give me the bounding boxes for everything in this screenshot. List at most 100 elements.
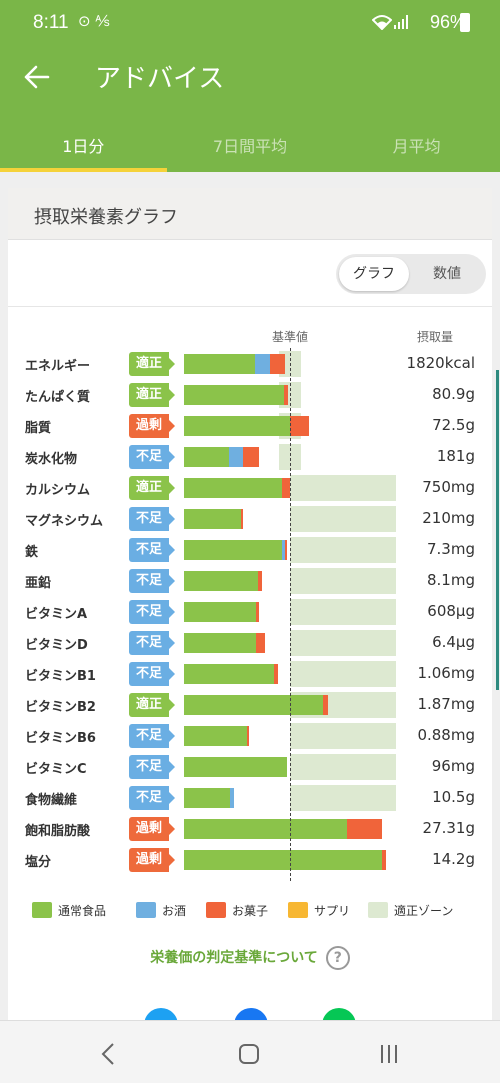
food-segment <box>184 819 348 839</box>
status-badge: 適正 <box>129 476 175 500</box>
nutrient-label: 飽和脂肪酸 <box>25 824 91 839</box>
snack-segment <box>283 385 288 405</box>
adequate-zone <box>279 444 301 470</box>
status-badge: 不足 <box>129 445 175 469</box>
intake-value: 0.88mg <box>417 726 475 744</box>
graph-view-button[interactable]: グラフ <box>339 257 409 291</box>
food-segment <box>184 633 257 653</box>
nutrient-label: 食物繊維 <box>25 793 78 808</box>
status-badge: 不足 <box>129 538 175 562</box>
intake-header: 摂取量 <box>417 330 454 344</box>
number-view-button[interactable]: 数値 <box>433 266 461 282</box>
food-segment <box>184 850 383 870</box>
battery-level: 96% <box>429 12 466 32</box>
snack-segment <box>347 819 383 839</box>
help-icon[interactable]: ? <box>325 946 350 970</box>
criteria-link-text[interactable]: 栄養価の判定基準について <box>150 950 318 966</box>
baseline-line <box>290 348 291 881</box>
status-badge: 適正 <box>129 693 175 717</box>
tab-one-day[interactable]: 1日分 <box>62 137 105 156</box>
nutrient-label: たんぱく質 <box>25 390 91 405</box>
nutrient-label: ビタミンA <box>25 607 88 622</box>
status-badge: 過剰 <box>129 848 175 872</box>
card-title: 摂取栄養素グラフ <box>8 188 492 240</box>
nutrient-label: エネルギー <box>25 359 91 374</box>
nav-recent-icon[interactable] <box>374 1041 404 1067</box>
intake-value: 1820kcal <box>406 354 475 372</box>
snack-segment <box>256 633 265 653</box>
chart-legend: 通常食品 お酒 お菓子 サプリ 適正ゾーン <box>32 900 492 920</box>
period-tabs: 1日分 7日間平均 月平均 <box>0 124 500 172</box>
snack-segment <box>243 447 260 467</box>
status-time: 8:11 <box>33 12 69 33</box>
intake-value: 8.1mg <box>427 571 475 589</box>
nutrient-label: ビタミンD <box>25 638 88 653</box>
snack-segment <box>382 850 387 870</box>
view-toggle: グラフ 数値 <box>336 254 486 294</box>
food-segment <box>184 726 247 746</box>
baseline-header: 基準値 <box>272 330 309 344</box>
adequate-zone <box>290 723 396 749</box>
legend-label: お酒 <box>162 904 187 918</box>
status-badge: 適正 <box>129 383 175 407</box>
wifi-icon <box>372 15 392 30</box>
legend-swatch <box>32 902 52 918</box>
intake-value: 27.31g <box>422 819 475 837</box>
adequate-zone <box>290 785 396 811</box>
tab-seven-day-average[interactable]: 7日間平均 <box>212 137 288 156</box>
app-bar: アドバイス 1日分 7日間平均 月平均 <box>0 46 500 172</box>
snack-segment <box>284 540 287 560</box>
intake-value: 14.2g <box>432 850 475 868</box>
criteria-link[interactable]: 栄養価の判定基準について? <box>8 946 492 970</box>
food-segment <box>184 757 287 777</box>
food-segment <box>184 788 230 808</box>
nutrient-label: ビタミンC <box>25 762 87 777</box>
intake-value: 181g <box>436 447 475 465</box>
tab-monthly-average[interactable]: 月平均 <box>392 137 441 156</box>
snack-segment <box>290 416 310 436</box>
status-badge: 不足 <box>129 724 175 748</box>
intake-value: 1.06mg <box>417 664 475 682</box>
food-segment <box>184 447 229 467</box>
intake-value: 608µg <box>427 602 475 620</box>
nutrient-graph-card: 摂取栄養素グラフ グラフ 数値 基準値 摂取量 エネルギー適正 1820kcal た… <box>8 188 492 1048</box>
adequate-zone <box>290 661 396 687</box>
nutrient-label: 塩分 <box>25 855 52 870</box>
snack-segment <box>274 664 279 684</box>
status-icons: ⊙ ⅍ <box>78 12 110 30</box>
snack-segment <box>322 695 329 715</box>
food-segment <box>184 664 275 684</box>
snack-segment <box>258 571 263 591</box>
status-badge: 不足 <box>129 507 175 531</box>
food-segment <box>184 416 290 436</box>
nutrient-label: ビタミンB6 <box>25 731 96 746</box>
nav-back-icon[interactable] <box>94 1041 124 1067</box>
food-segment <box>184 602 257 622</box>
status-bar: 8:11 ⊙ ⅍ 96% <box>0 0 500 46</box>
intake-value: 80.9g <box>432 385 475 403</box>
status-badge: 不足 <box>129 755 175 779</box>
back-arrow-icon[interactable] <box>20 60 54 94</box>
legend-label: サプリ <box>314 904 351 918</box>
intake-value: 72.5g <box>432 416 475 434</box>
intake-value: 7.3mg <box>427 540 475 558</box>
tab-indicator <box>0 168 167 172</box>
status-badge: 過剰 <box>129 414 175 438</box>
alcohol-segment <box>228 447 244 467</box>
legend-swatch <box>368 902 388 918</box>
intake-value: 6.4µg <box>432 633 475 651</box>
adequate-zone <box>290 475 396 501</box>
nav-home-icon[interactable] <box>234 1041 264 1067</box>
divider <box>8 306 492 307</box>
adequate-zone <box>290 599 396 625</box>
nutrient-label: マグネシウム <box>25 514 104 529</box>
legend-swatch <box>206 902 226 918</box>
status-badge: 不足 <box>129 786 175 810</box>
nutrient-label: 炭水化物 <box>25 452 78 467</box>
status-badge: 不足 <box>129 631 175 655</box>
scrollbar[interactable] <box>496 370 499 690</box>
status-badge: 不足 <box>129 569 175 593</box>
nutrient-label: ビタミンB1 <box>25 669 96 684</box>
food-segment <box>184 385 284 405</box>
snack-segment <box>281 478 290 498</box>
